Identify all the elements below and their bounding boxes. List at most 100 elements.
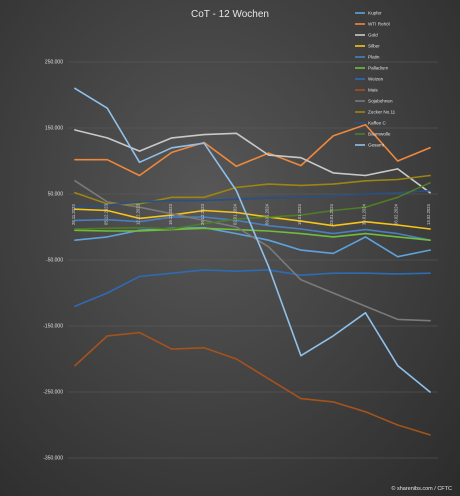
data-point [267,265,270,268]
legend-item: Palladium [355,66,388,71]
legend-label: WTI Rohöl [368,22,390,27]
legend: Kupfer WTI Rohöl Gold Silber Platin Palladium… [355,11,396,148]
data-point [235,198,238,200]
data-point [171,213,173,215]
data-point [106,227,108,230]
data-point [203,133,205,136]
data-point [138,217,141,220]
y-tick-label: -150.000 [43,324,63,330]
data-point [235,228,238,231]
y-tick-label: -350.000 [43,456,63,462]
data-point [203,223,205,225]
data-point [235,211,238,214]
data-point [397,160,399,162]
y-tick-label: 250.000 [45,60,63,66]
series-weizen [74,269,431,308]
data-point [235,218,238,220]
data-point [332,252,334,255]
data-point [203,142,205,144]
data-point [429,190,431,192]
series-line [74,189,431,208]
data-point [267,152,270,154]
legend-label: Mais [368,88,378,93]
data-point [332,401,334,403]
data-point [267,154,270,156]
data-point [267,216,270,218]
data-point [397,191,399,194]
data-point [397,424,399,426]
data-point [171,151,173,154]
data-point [267,378,270,380]
chart-title: CoT - 12 Wochen [191,9,269,20]
data-point [332,232,334,235]
legend-item: Gesamt [355,143,385,148]
data-point [235,270,238,272]
data-point [267,224,270,227]
data-point [203,196,205,198]
data-point [332,135,334,137]
legend-label: Weizen [368,77,384,82]
series-mais [74,331,431,436]
data-point [267,197,270,199]
data-point [235,232,238,235]
data-point [300,397,302,400]
x-tick-label: 30.01.2024 [361,203,366,225]
data-point [300,157,302,159]
series-baumwolle [74,182,431,230]
data-point [74,364,76,367]
data-point [138,203,141,205]
series-silber [74,208,431,230]
data-point [429,434,431,436]
data-point [106,158,108,161]
data-point [203,216,205,218]
data-point [171,214,173,216]
data-point [364,411,367,413]
legend-item: Baumwolle [355,132,391,137]
data-point [235,190,238,192]
x-tick-label: 26.12.2023 [200,203,205,225]
legend-item: Mais [355,88,378,93]
legend-label: Kupfer [368,11,382,16]
series-sojabohnen [74,180,431,322]
data-point [364,174,367,177]
data-point [332,236,334,238]
data-point [74,158,76,161]
data-point [203,269,205,271]
data-point [235,358,238,360]
x-tick-label: 23.01.2024 [329,203,334,225]
data-point [332,209,334,212]
series-line [74,174,431,205]
data-point [300,196,302,198]
data-point [74,206,76,208]
series-zucker-no-11 [74,174,431,205]
series-line [74,180,431,322]
data-point [74,129,76,131]
data-point [397,196,399,198]
x-tick-label: 05.12.2023 [103,203,108,225]
data-point [235,219,238,222]
data-point [171,199,173,202]
legend-item: Weizen [355,77,384,82]
data-point [74,87,76,90]
data-point [235,186,238,189]
x-tick-label: 28.11.2023 [71,204,76,225]
data-point [332,183,334,185]
data-point [429,272,431,274]
x-tick-label: 13.02.2024 [426,203,431,225]
data-point [300,232,302,235]
data-point [171,228,173,230]
data-point [332,172,334,174]
legend-item: Kaffee C [355,121,386,126]
data-point [429,147,431,149]
data-point [203,347,205,349]
data-point [235,226,238,228]
series-line [74,226,431,258]
data-point [300,355,302,357]
legend-item: Platin [355,55,380,60]
series-line [74,123,431,177]
data-point [106,230,108,232]
data-point [74,191,76,194]
data-point [106,137,108,139]
